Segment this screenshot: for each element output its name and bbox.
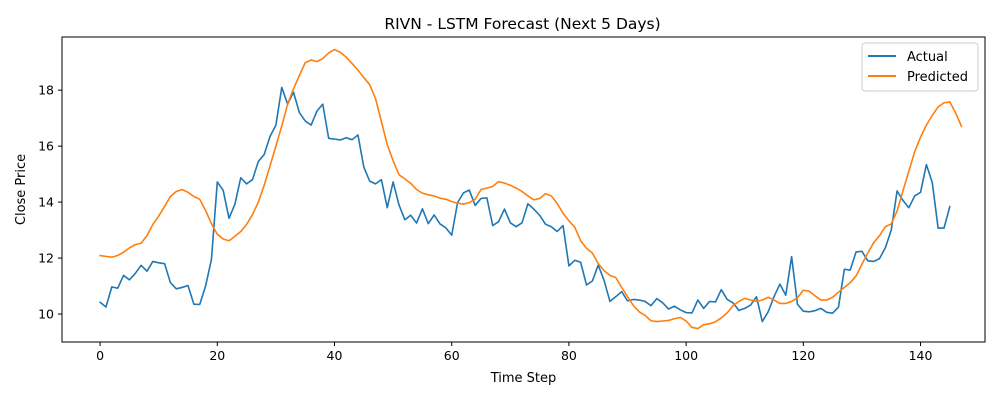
x-tick-label-60: 60	[444, 348, 460, 363]
legend: Actual Predicted	[861, 42, 979, 92]
legend-label-predicted: Predicted	[907, 70, 968, 85]
y-tick-label-10: 10	[38, 307, 54, 322]
x-tick-label-120: 120	[791, 348, 815, 363]
y-tick-label-14: 14	[38, 195, 54, 210]
series-line-predicted	[99, 48, 963, 330]
y-axis-label: Close Price	[14, 154, 29, 225]
y-axis: 10 12 14 16 18	[38, 83, 62, 322]
x-axis-label: Time Step	[490, 371, 557, 386]
x-axis: 0 20 40 60 80 100 120 140	[96, 342, 933, 363]
y-tick-label-18: 18	[38, 83, 54, 98]
legend-label-actual: Actual	[907, 50, 948, 65]
x-tick-label-80: 80	[561, 348, 577, 363]
plot-frame	[61, 36, 986, 343]
series-layer	[99, 48, 963, 330]
y-tick-label-16: 16	[38, 139, 54, 154]
chart-title: RIVN - LSTM Forecast (Next 5 Days)	[384, 15, 660, 33]
y-tick-label-12: 12	[38, 251, 54, 266]
x-tick-label-20: 20	[209, 348, 225, 363]
x-tick-label-0: 0	[96, 348, 104, 363]
plot-area	[62, 37, 985, 342]
x-tick-label-40: 40	[327, 348, 343, 363]
series-line-actual	[99, 86, 951, 323]
x-tick-label-100: 100	[674, 348, 698, 363]
x-tick-label-140: 140	[909, 348, 933, 363]
